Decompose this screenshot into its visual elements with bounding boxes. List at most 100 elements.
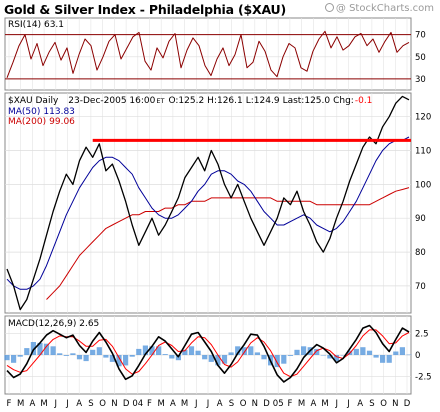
rsi-reference-lines [5,34,411,80]
x-tick-label: J [65,399,69,409]
x-tick-label: O [240,399,247,409]
date-suffix: ET [156,97,164,105]
macd-line [6,324,410,383]
macd-histogram-bar [43,343,50,355]
price-y-tick-label: 110 [415,147,431,157]
x-tick-label: S [88,399,93,409]
macd-histogram-bar [149,346,155,355]
macd-histogram-bar [287,355,293,356]
macd-histogram-bar [215,355,221,366]
x-tick-label: A [217,399,223,409]
last-label: Last: [283,96,305,106]
macd-histogram-bar [254,352,260,355]
macd-histogram-bar [90,349,96,355]
x-tick-label: M [40,399,47,409]
x-tick-label: 04 [132,399,143,409]
price-y-tick-label: 100 [415,180,431,190]
rsi-label-value: 63.1 [44,20,64,30]
x-tick-label: M [298,399,305,409]
macd-histogram-bar [169,355,175,359]
chart-title: Gold & Silver Index - Philadelphia ($XAU… [4,2,287,17]
x-tick-label: J [194,399,198,409]
x-tick-label: N [252,399,258,409]
ma200-line [46,187,410,300]
price-y-tick-label: 120 [415,113,431,123]
high-label: H: [207,96,217,106]
macd-histogram-bar [103,355,109,358]
macd-histogram-bar [380,355,386,363]
macd-histogram-bar [83,355,89,362]
stockcharts-logo-icon [324,3,334,12]
macd-panel: 2.5 0 -2.5 MACD(12,26,9) 2.65 [4,315,432,395]
x-tick-label: F [287,399,292,409]
price-y-tick-label: 80 [415,248,426,258]
copyright-text: @ StockCharts.com [335,3,434,14]
x-tick-label: F [7,399,12,409]
ma50-value: 113.83 [43,107,75,117]
macd-y-tick-label: 2.5 [415,329,429,339]
macd-histogram-bar [386,355,392,363]
rsi-y-tick-label: 50 [415,53,426,63]
low-label: L: [246,96,254,106]
macd-histogram-bar [366,350,373,355]
x-tick-label: A [29,399,35,409]
x-tick-label: N [111,399,117,409]
price-series [6,95,410,311]
x-tick-label: S [369,399,374,409]
macd-histogram-bar [70,353,76,355]
x-tick-label: S [229,399,234,409]
x-tick-label: J [346,399,350,409]
last-value: 125.0 [304,96,330,106]
macd-histogram-bar [274,355,280,368]
macd-histogram-bar [333,355,340,362]
macd-histogram-bar [406,354,412,356]
macd-histogram-bar [320,355,326,356]
macd-histogram-bar [195,350,201,355]
macd-histogram-bar [221,355,228,364]
macd-histogram-bar [373,355,379,358]
macd-histogram-bar [162,354,168,355]
macd-histogram-bar [399,347,405,355]
open-value: 125.2 [178,96,204,106]
price-info-line: $XAU Daily 23-Dec-2005 16:00ET O:125.2 H:12… [8,96,372,106]
macd-histogram-bar [353,348,359,355]
macd-histogram-bar [188,346,195,355]
price-y-tick-label: 70 [415,282,426,292]
open-label: O: [168,96,178,106]
macd-histogram-bar [360,347,366,355]
x-tick-label: O [99,399,106,409]
macd-histogram-bar [248,346,254,355]
macd-series [6,324,410,383]
x-tick-label: M [158,399,165,409]
macd-histogram-bar [57,353,63,355]
macd-histogram-bar [314,348,320,355]
date-label: 23-Dec-2005 16:00 [68,96,155,106]
macd-histogram-bar [129,355,135,357]
price-y-axis: 120 110 100 90 80 70 [415,113,431,292]
macd-y-axis: 2.5 0 -2.5 [415,329,432,382]
macd-histogram-bar [327,355,333,359]
macd-histogram-bar [202,355,208,360]
macd-histogram-bar [24,348,30,355]
macd-histogram-bar [208,355,214,362]
x-tick-label: A [170,399,176,409]
price-panel: 120 110 100 90 80 70 $XAU Daily 23-Dec-2005 16… [4,92,431,314]
rsi-label-prefix: RSI(14) [8,20,41,30]
x-tick-label: D [123,399,130,409]
price-y-tick-label: 90 [415,214,426,224]
macd-histogram-bar [182,349,188,355]
high-value: 126.1 [217,96,243,106]
macd-histogram-bar [63,355,69,356]
ticker-label: $XAU Daily [8,96,59,106]
macd-histogram-bar [261,355,267,360]
copyright-notice: @ StockCharts.com [324,3,434,14]
macd-histogram-bar [123,355,129,366]
x-tick-label: M [181,399,188,409]
x-tick-label: J [54,399,58,409]
x-tick-label: M [321,399,328,409]
macd-y-tick-label: 0 [415,351,420,361]
macd-label: MACD(12,26,9) 2.65 [8,319,99,329]
macd-histogram-bar [11,355,17,363]
